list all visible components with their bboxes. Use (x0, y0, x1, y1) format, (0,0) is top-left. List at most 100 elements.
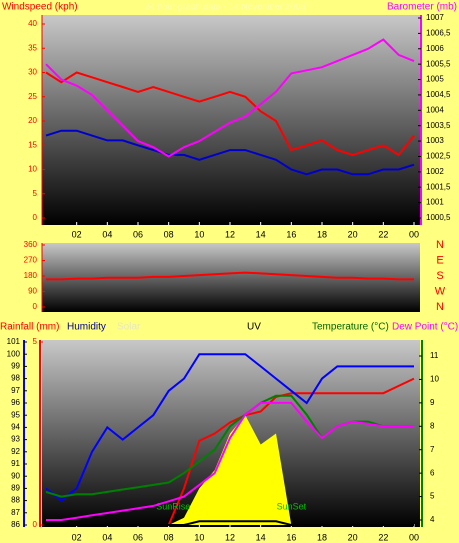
series-line (45, 38, 415, 158)
x-tick-label: 10 (194, 532, 204, 542)
y-tick-label: 20 (28, 116, 37, 125)
y-tick-label: 87 (11, 508, 20, 517)
x-tick-label: 16 (286, 229, 296, 239)
y-tick-label: 86 (11, 520, 20, 529)
y-tick-label: 100 (7, 349, 21, 358)
y-tick-label: 30 (28, 68, 37, 77)
x-tick-label: 22 (378, 532, 388, 542)
series-line (45, 353, 414, 502)
y-tick-label: 10 (28, 165, 37, 174)
y-tick-label: 1004,5 (426, 90, 451, 99)
chart-title: 24 hour graph data - 14 November 2008 (145, 1, 306, 11)
y-tick-label: 1002,5 (426, 152, 451, 161)
y-tick-label: 0 (33, 520, 38, 529)
x-tick-label: 04 (102, 532, 112, 542)
y-tick-label: 1000,5 (426, 213, 451, 222)
y-tick-label: 98 (11, 374, 20, 383)
compass-label: N (436, 301, 444, 313)
y-tick-label: 99 (11, 362, 20, 371)
x-tick-label: 04 (102, 229, 112, 239)
y-tick-label: 1001 (426, 198, 444, 207)
compass-label: N (436, 239, 444, 251)
x-tick-label: 18 (317, 229, 327, 239)
compass-label: E (436, 254, 443, 266)
x-tick-label: 20 (348, 532, 358, 542)
y-tick-label: 1003 (426, 136, 444, 145)
x-tick-label: 18 (317, 532, 327, 542)
y-tick-label: 92 (11, 447, 20, 456)
y-tick-label: 8 (430, 421, 435, 430)
series-line (45, 129, 415, 176)
y-tick-label: 93 (11, 435, 20, 444)
y-tick-label: 1002 (426, 167, 444, 176)
y-tick-label: 11 (430, 351, 439, 360)
y-tick-label: 1005,5 (426, 59, 451, 68)
y-tick-label: 360 (24, 240, 38, 249)
y-tick-label: 89 (11, 484, 20, 493)
y2-axis-label: Barometer (mb) (387, 2, 457, 13)
x-tick-label: 14 (256, 532, 266, 542)
x-tick-label: 02 (72, 532, 82, 542)
x-tick-label: 08 (164, 229, 174, 239)
y-tick-label: 91 (11, 459, 20, 468)
y-tick-label: 4 (430, 515, 435, 524)
y-tick-label: 90 (11, 471, 20, 480)
series-line (46, 401, 414, 521)
series-line (45, 71, 415, 157)
x-tick-label: 00 (409, 229, 419, 239)
x-tick-label: 06 (133, 532, 143, 542)
y-tick-label: 5 (33, 337, 38, 346)
compass-label: S (436, 270, 443, 282)
compass-label: W (435, 285, 446, 297)
y-tick-label: 96 (11, 398, 20, 407)
y-tick-label: 1006,5 (426, 28, 451, 37)
x-tick-label: 12 (225, 532, 235, 542)
y-tick-label: 35 (28, 43, 37, 52)
y-tick-label: 1006 (426, 44, 444, 53)
y-tick-label: 101 (7, 337, 21, 346)
y-tick-label: 7 (430, 445, 435, 454)
y-tick-label: 6 (430, 468, 435, 477)
solar-area (46, 415, 414, 525)
y-tick-label: 15 (28, 140, 37, 149)
x-tick-label: 02 (72, 229, 82, 239)
legend-label: Temperature (°C) (312, 322, 389, 333)
x-tick-label: 14 (256, 229, 266, 239)
y-tick-label: 1004 (426, 105, 444, 114)
y-tick-label: 180 (24, 271, 38, 280)
legend-label: Rainfall (mm) (0, 322, 59, 333)
y-tick-label: 1001,5 (426, 182, 451, 191)
series-line (46, 520, 414, 526)
legend-label: UV (247, 322, 261, 333)
x-tick-label: 06 (133, 229, 143, 239)
y-tick-label: 0 (33, 302, 38, 311)
x-tick-label: 16 (286, 532, 296, 542)
series-line (46, 271, 414, 281)
panel-wind (42, 15, 420, 225)
y-tick-label: 88 (11, 496, 20, 505)
x-tick-label: 00 (409, 532, 419, 542)
y-tick-label: 1007 (426, 13, 444, 22)
x-tick-label: 22 (378, 229, 388, 239)
legend-label: Solar (117, 322, 141, 333)
annotation: SunSet (277, 501, 307, 511)
y-tick-label: 95 (11, 410, 20, 419)
y-tick-label: 40 (28, 19, 37, 28)
x-tick-label: 12 (225, 229, 235, 239)
x-tick-label: 10 (194, 229, 204, 239)
y-tick-label: 90 (28, 287, 37, 296)
y-tick-label: 10 (430, 375, 439, 384)
legend-label: Dew Point (°C) (392, 322, 458, 333)
x-tick-label: 08 (164, 532, 174, 542)
y-tick-label: 94 (11, 423, 20, 432)
y-tick-label: 5 (33, 189, 38, 198)
y-axis-label: Windspeed (kph) (2, 2, 78, 13)
y-tick-label: 1005 (426, 75, 444, 84)
y-tick-label: 0 (33, 213, 38, 222)
y-tick-label: 97 (11, 386, 20, 395)
y-tick-label: 1003,5 (426, 121, 451, 130)
y-tick-label: 270 (24, 256, 38, 265)
x-tick-label: 20 (348, 229, 358, 239)
